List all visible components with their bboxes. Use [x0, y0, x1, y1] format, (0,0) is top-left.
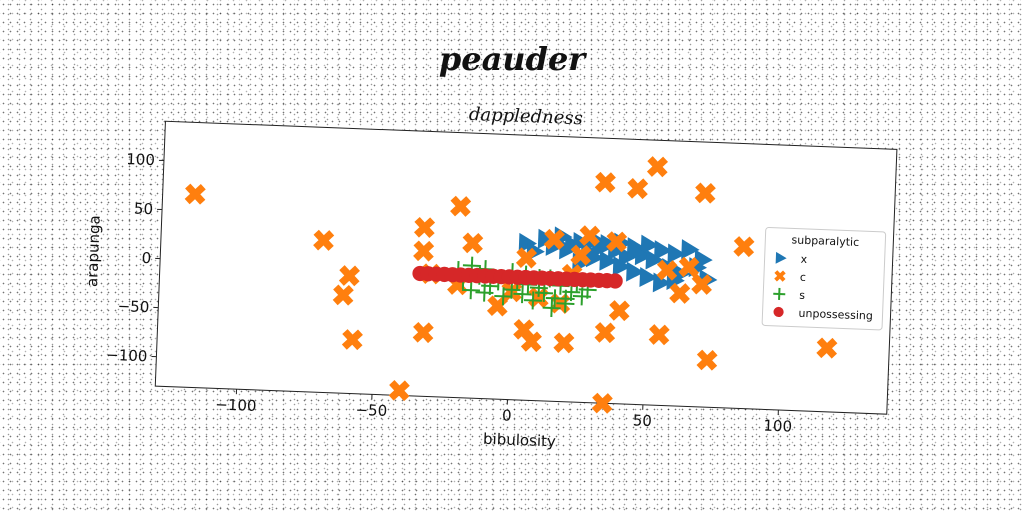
data-point: [462, 232, 484, 254]
legend-item: s: [773, 287, 805, 302]
data-point: [646, 156, 669, 178]
data-point: [515, 247, 538, 269]
data-point: [542, 298, 561, 318]
legend-marker: [775, 251, 787, 264]
plot-area: dappledness −100 −50 0 50 100 −100 −50 0 50 100 b…: [83, 104, 898, 451]
data-point: [570, 244, 592, 266]
data-point: [461, 281, 480, 300]
data-point: [313, 229, 335, 251]
data-point: [332, 284, 354, 306]
data-point: [594, 171, 616, 193]
legend-marker: [773, 306, 784, 318]
data-point: [627, 177, 649, 200]
y-tick-label: −50: [117, 297, 149, 316]
data-point: [414, 216, 436, 239]
x-tick-label: −100: [215, 395, 257, 415]
page-title: peauder: [438, 40, 586, 78]
data-point: [691, 273, 713, 295]
y-tick-label: 0: [141, 249, 151, 267]
data-point: [338, 265, 360, 287]
data-point: [656, 259, 678, 281]
data-point: [639, 267, 658, 288]
data-point: [579, 225, 601, 247]
series-unpossessing: [412, 265, 623, 289]
data-point: [608, 300, 630, 322]
data-point: [696, 349, 718, 371]
data-point: [607, 273, 623, 289]
legend-marker: [774, 270, 786, 282]
y-tick-label: 50: [134, 199, 154, 218]
data-point: [626, 241, 646, 262]
y-axis-label: arapunga: [83, 215, 104, 287]
data-point: [626, 261, 645, 282]
data-point: [591, 392, 613, 414]
chart-title: dappledness: [469, 104, 584, 129]
axis-ticks: −100 −50 0 50 100 −100 −50 0 50 100: [106, 150, 793, 435]
data-point: [585, 247, 605, 268]
legend-marker: [773, 287, 786, 301]
data-point: [648, 324, 670, 346]
data-point: [599, 250, 618, 271]
data-point: [184, 183, 206, 205]
data-point: [341, 329, 363, 351]
data-point: [816, 337, 838, 359]
x-axis-label: bibulosity: [483, 430, 557, 451]
data-point: [413, 240, 435, 262]
legend-label: unpossessing: [798, 307, 873, 323]
data-point: [654, 240, 673, 261]
data-point: [412, 321, 434, 344]
data-point: [652, 272, 672, 293]
legend-title: subparalytic: [791, 233, 859, 249]
data-point: [612, 256, 632, 277]
data-point: [553, 332, 575, 354]
x-tick-label: 0: [502, 406, 512, 424]
data-point: [556, 289, 575, 308]
legend-label: c: [800, 271, 807, 284]
data-point: [388, 380, 410, 402]
data-point: [678, 256, 700, 278]
legend-box: [761, 227, 887, 331]
data-point: [640, 234, 660, 255]
data-point: [669, 282, 691, 304]
data-point: [535, 283, 554, 303]
data-point: [594, 322, 616, 344]
data-point: [667, 243, 686, 264]
legend-item: c: [774, 270, 807, 284]
y-tick-label: 100: [126, 150, 155, 169]
legend: subparalytic xcs unpossessing: [761, 227, 887, 331]
data-point: [733, 236, 755, 258]
data-point: [694, 182, 716, 204]
data-point: [606, 231, 628, 253]
legend-label: s: [799, 289, 805, 302]
data-point: [523, 291, 543, 310]
legend-label: x: [800, 253, 807, 266]
data-point: [681, 239, 700, 260]
data-point: [450, 195, 472, 217]
x-tick-label: 50: [632, 411, 652, 430]
legend-item: unpossessing: [773, 306, 873, 323]
y-tick-label: −100: [106, 346, 148, 366]
data-point: [520, 331, 542, 353]
data-point: [543, 228, 565, 250]
data-point: [513, 285, 532, 304]
legend-item: x: [775, 251, 808, 266]
x-tick-label: −50: [355, 401, 387, 420]
data-point: [694, 249, 713, 270]
x-tick-label: 100: [763, 416, 792, 435]
